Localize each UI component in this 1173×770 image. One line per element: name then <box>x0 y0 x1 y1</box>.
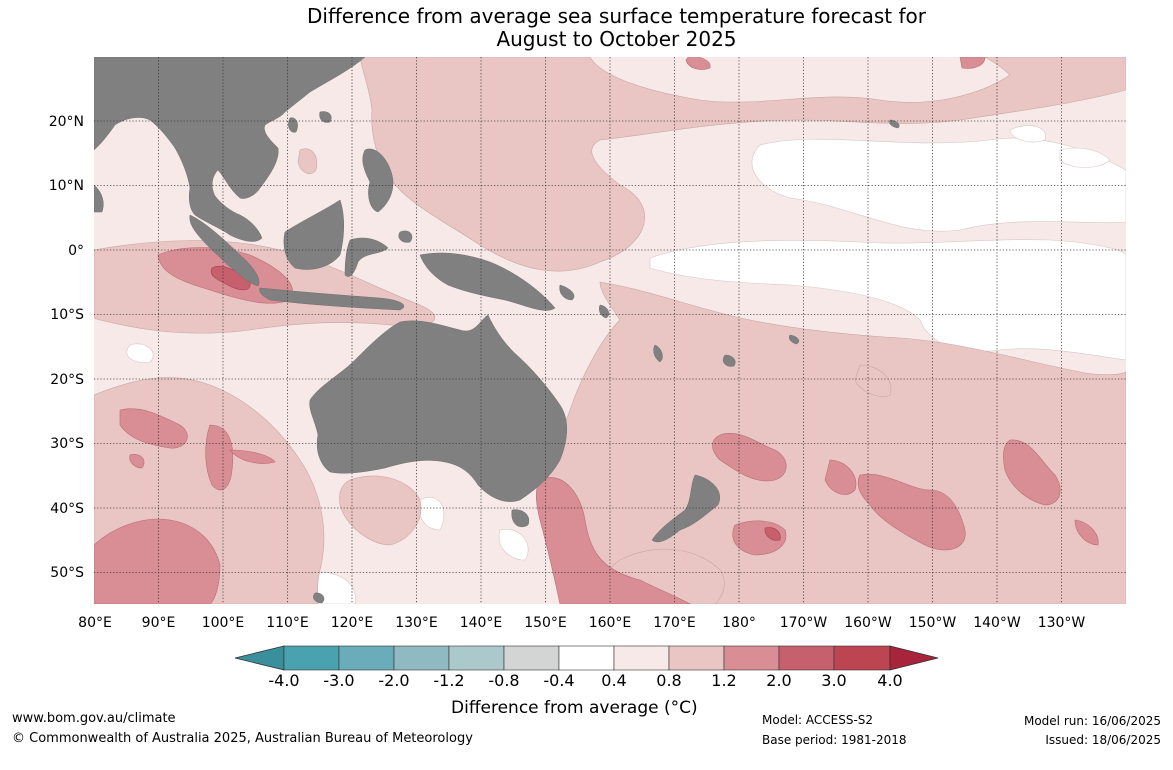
colorbar-tick-label: 1.2 <box>711 671 736 690</box>
lon-label: 180° <box>722 615 756 631</box>
lat-label: 10°N <box>49 178 84 194</box>
copyright-text: © Commonwealth of Australia 2025, Austra… <box>12 731 473 746</box>
map-title-line-2: August to October 2025 <box>496 27 737 51</box>
colorbar-tick-labels: -4.0 -3.0 -2.0 -1.2 -0.8 -0.4 0.4 0.8 1.… <box>268 671 902 690</box>
lat-label: 0° <box>68 243 84 259</box>
colorbar-tick-label: -0.4 <box>543 671 574 690</box>
lat-label: 20°S <box>50 372 84 388</box>
colorbar-tick-label: 3.0 <box>821 671 846 690</box>
model-run-date: Model run: 16/06/2025 <box>1023 714 1161 728</box>
lon-label: 150°E <box>524 615 567 631</box>
colorbar-segment <box>393 645 450 671</box>
base-period: Base period: 1981-2018 <box>762 733 907 747</box>
lon-label: 170°E <box>653 615 696 631</box>
colorbar-segment <box>448 645 505 671</box>
colorbar-segment <box>283 645 340 671</box>
lat-label: 10°S <box>50 307 84 323</box>
colorbar-tick-label: -1.2 <box>433 671 464 690</box>
colorbar-tick-label: 2.0 <box>766 671 791 690</box>
website-link[interactable]: www.bom.gov.au/climate <box>12 711 176 726</box>
colorbar-segment <box>503 645 560 671</box>
lon-label: 130°W <box>1038 615 1086 631</box>
land-masses <box>94 57 900 604</box>
colorbar-segment <box>558 645 615 671</box>
lon-label: 130°E <box>395 615 438 631</box>
lon-label: 140°W <box>973 615 1021 631</box>
lon-label: 150°W <box>909 615 957 631</box>
anomaly-2.0-3.0-areas <box>210 265 781 541</box>
lat-label: 50°S <box>50 565 84 581</box>
colorbar-segment <box>338 645 395 671</box>
colorbar-tick-label: -4.0 <box>268 671 299 690</box>
colorbar-tick-label: 0.8 <box>656 671 681 690</box>
colorbar-tick-label: -2.0 <box>378 671 409 690</box>
colorbar <box>234 645 939 671</box>
lon-label: 120°E <box>331 615 374 631</box>
colorbar-tick-label: 4.0 <box>877 671 902 690</box>
lon-label: 170°W <box>780 615 828 631</box>
lon-label: 160°W <box>844 615 892 631</box>
colorbar-tick-label: 0.4 <box>601 671 626 690</box>
graticule <box>94 57 1126 604</box>
issued-date: Issued: 18/06/2025 <box>1045 733 1161 747</box>
colorbar-segment <box>778 645 835 671</box>
colorbar-upper-extension <box>889 645 939 671</box>
longitude-labels: 80°E 90°E 100°E 110°E 120°E 130°E 140°E … <box>78 615 1085 631</box>
colorbar-segment <box>668 645 725 671</box>
lon-label: 90°E <box>142 615 176 631</box>
lon-label: 80°E <box>78 615 112 631</box>
lat-label: 20°N <box>49 114 84 130</box>
near-average-areas <box>126 105 1126 604</box>
lat-label: 30°S <box>50 436 84 452</box>
colorbar-tick-label: -0.8 <box>488 671 519 690</box>
colorbar-title: Difference from average (°C) <box>451 698 698 718</box>
lon-label: 110°E <box>266 615 309 631</box>
lat-label: 40°S <box>50 501 84 517</box>
colorbar-tick-label: -3.0 <box>323 671 354 690</box>
colorbar-segment <box>833 645 891 671</box>
map-title-line-1: Difference from average sea surface temp… <box>306 4 926 28</box>
lon-label: 160°E <box>589 615 632 631</box>
latitude-labels: 20°N 10°N 0° 10°S 20°S 30°S 40°S 50°S <box>49 114 84 581</box>
colorbar-segment <box>723 645 780 671</box>
colorbar-segment <box>613 645 670 671</box>
lon-label: 140°E <box>460 615 503 631</box>
colorbar-lower-extension <box>234 645 285 671</box>
lon-label: 100°E <box>202 615 245 631</box>
map-panel <box>94 57 1126 604</box>
model-name: Model: ACCESS-S2 <box>762 713 874 727</box>
